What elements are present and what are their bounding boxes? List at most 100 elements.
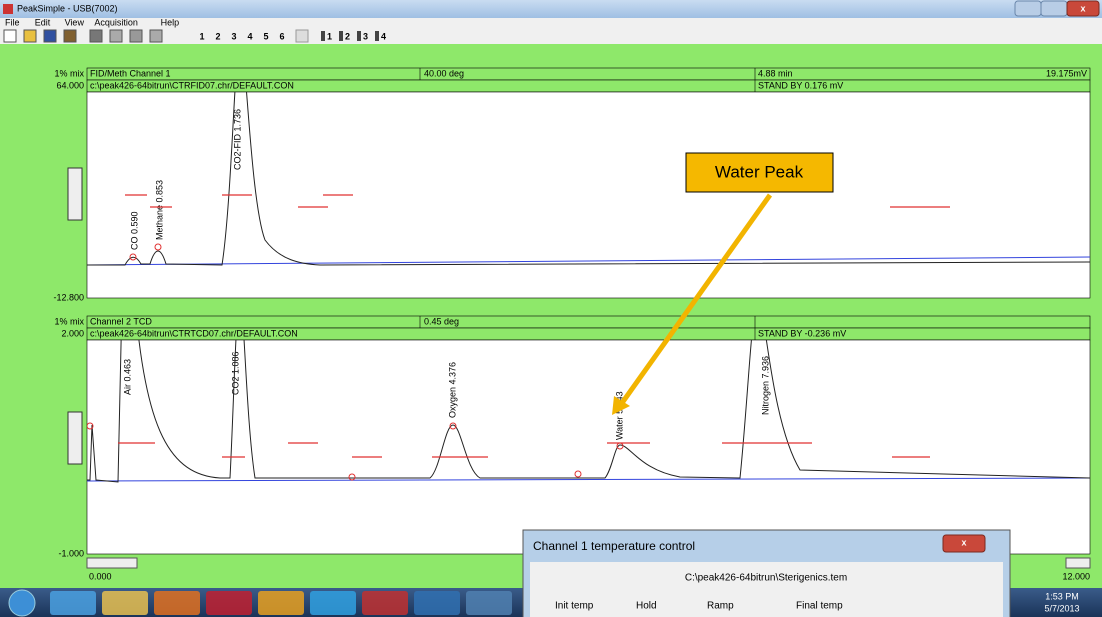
menu-item[interactable]: Help: [161, 17, 180, 27]
menu-item[interactable]: Acquisition: [94, 17, 138, 27]
channel-glyph[interactable]: [339, 31, 343, 41]
title-bar: [0, 0, 1102, 18]
mix-label: 1% mix: [54, 68, 84, 78]
toolbar-number[interactable]: 3: [231, 31, 236, 41]
menu-toolbar-bg: [0, 18, 1102, 44]
menu-bar: File Edit View Acquisition Help: [5, 17, 179, 27]
taskbar-app[interactable]: [258, 591, 304, 615]
x-start: 0.000: [89, 571, 112, 581]
start-button[interactable]: [8, 589, 36, 617]
tool-icon[interactable]: [109, 29, 123, 43]
toolbar-number[interactable]: 5: [263, 31, 268, 41]
mix-label: 1% mix: [54, 316, 84, 326]
run-time: 4.88 min: [758, 68, 793, 78]
toolbar-number[interactable]: 4: [247, 31, 252, 41]
status: STAND BY 0.176 mV: [758, 80, 843, 90]
channel-glyph[interactable]: [375, 31, 379, 41]
taskbar-app[interactable]: [362, 591, 408, 615]
peak-label: Nitrogen 7.936: [760, 356, 770, 415]
tool-icon[interactable]: [89, 29, 103, 43]
annotation-text: Water Peak: [715, 162, 804, 181]
clock-time: 1:53 PM: [1045, 591, 1079, 601]
dialog-file: C:\peak426-64bitrun\Sterigenics.tem: [685, 573, 847, 584]
dialog-columns: Init temp Hold Ramp Final temp: [555, 601, 843, 612]
annotation-box: [685, 152, 834, 193]
window-title: PeakSimple - USB(7002): [17, 3, 118, 13]
temperature-dialog: Channel 1 temperature control x C:\peak4…: [522, 529, 1011, 617]
tool-icon[interactable]: [23, 29, 37, 43]
app-icon: [3, 4, 13, 14]
taskbar-app[interactable]: [206, 591, 252, 615]
toolbar-number[interactable]: 6: [279, 31, 284, 41]
tool-icon[interactable]: [149, 29, 163, 43]
clock-date: 5/7/2013: [1044, 603, 1079, 613]
minimize-button[interactable]: [1014, 0, 1042, 17]
peak-label: Air 0.463: [122, 359, 132, 395]
menu-item[interactable]: View: [65, 17, 85, 27]
zoom-group-2[interactable]: [67, 411, 83, 465]
taskbar-app[interactable]: [102, 591, 148, 615]
channel-glyph[interactable]: [321, 31, 325, 41]
dialog-body: [530, 562, 1003, 617]
maximize-button[interactable]: [1040, 0, 1068, 17]
signal: 19.175mV: [1046, 68, 1087, 78]
peak-label: Water 5.943: [614, 391, 624, 440]
menu-item[interactable]: Edit: [35, 17, 51, 27]
status: STAND BY -0.236 mV: [758, 328, 846, 338]
header-row: [86, 67, 1091, 81]
dialog-column: Hold: [636, 601, 657, 612]
temperature: 40.00 deg: [424, 68, 464, 78]
y-max: 64.000: [56, 80, 84, 90]
y-min: -1.000: [58, 548, 84, 558]
taskbar-app[interactable]: [154, 591, 200, 615]
temperature: 0.45 deg: [424, 316, 459, 326]
peak-label: CO2 1.086: [230, 351, 240, 395]
trace-1: [87, 92, 1090, 266]
tool-icon[interactable]: [3, 29, 17, 43]
annotation-arrow: [619, 193, 773, 405]
taskbar-app[interactable]: [466, 591, 512, 615]
tool-icon[interactable]: [129, 29, 143, 43]
dialog-close-glyph: x: [961, 537, 966, 547]
peak-label: CO 0.590: [129, 211, 139, 250]
scroll-left[interactable]: [86, 557, 138, 569]
channel-glyph[interactable]: [357, 31, 361, 41]
taskbar-app[interactable]: [50, 591, 96, 615]
channel-button[interactable]: 2: [345, 31, 350, 41]
taskbar-app[interactable]: [310, 591, 356, 615]
close-button[interactable]: [1066, 0, 1100, 17]
channel-button[interactable]: 3: [363, 31, 368, 41]
file-path: c:\peak426-64bitrun\CTRFID07.chr/DEFAULT…: [90, 80, 294, 90]
dialog-column: Ramp: [707, 601, 734, 612]
scroll-right[interactable]: [1065, 557, 1091, 569]
file-path: c:\peak426-64bitrun\CTRTCD07.chr/DEFAULT…: [90, 328, 298, 338]
toolbar: 1 2 3 4 5 6 1 2 3 4: [3, 29, 386, 43]
dialog-close[interactable]: [942, 534, 986, 553]
toolbar-number[interactable]: 1: [199, 31, 204, 41]
peak-label: Methane 0.853: [154, 180, 164, 240]
zoom-group-1[interactable]: [67, 167, 83, 221]
zoom-controls: [67, 167, 83, 465]
toolbar-number[interactable]: 2: [215, 31, 220, 41]
tool-icon[interactable]: [295, 29, 309, 43]
taskbar-icons: [8, 589, 512, 617]
channel-button[interactable]: 1: [327, 31, 332, 41]
y-min: -12.800: [53, 292, 84, 302]
dialog-column: Init temp: [555, 601, 594, 612]
tool-icon[interactable]: [63, 29, 77, 43]
header-row: [86, 315, 1091, 329]
x-end: 12.000: [1062, 571, 1090, 581]
peak-label: CO2-FID 1.736: [232, 109, 242, 170]
channel-button[interactable]: 4: [381, 31, 386, 41]
channel-name: FID/Meth Channel 1: [90, 68, 171, 78]
peak-label: Oxygen 4.376: [447, 362, 457, 418]
tool-icon[interactable]: [43, 29, 57, 43]
close-glyph: x: [1080, 3, 1085, 13]
y-max: 2.000: [61, 328, 84, 338]
taskbar-app[interactable]: [414, 591, 460, 615]
menu-item[interactable]: File: [5, 17, 20, 27]
channel-name: Channel 2 TCD: [90, 316, 152, 326]
trace-2: [87, 340, 1090, 483]
